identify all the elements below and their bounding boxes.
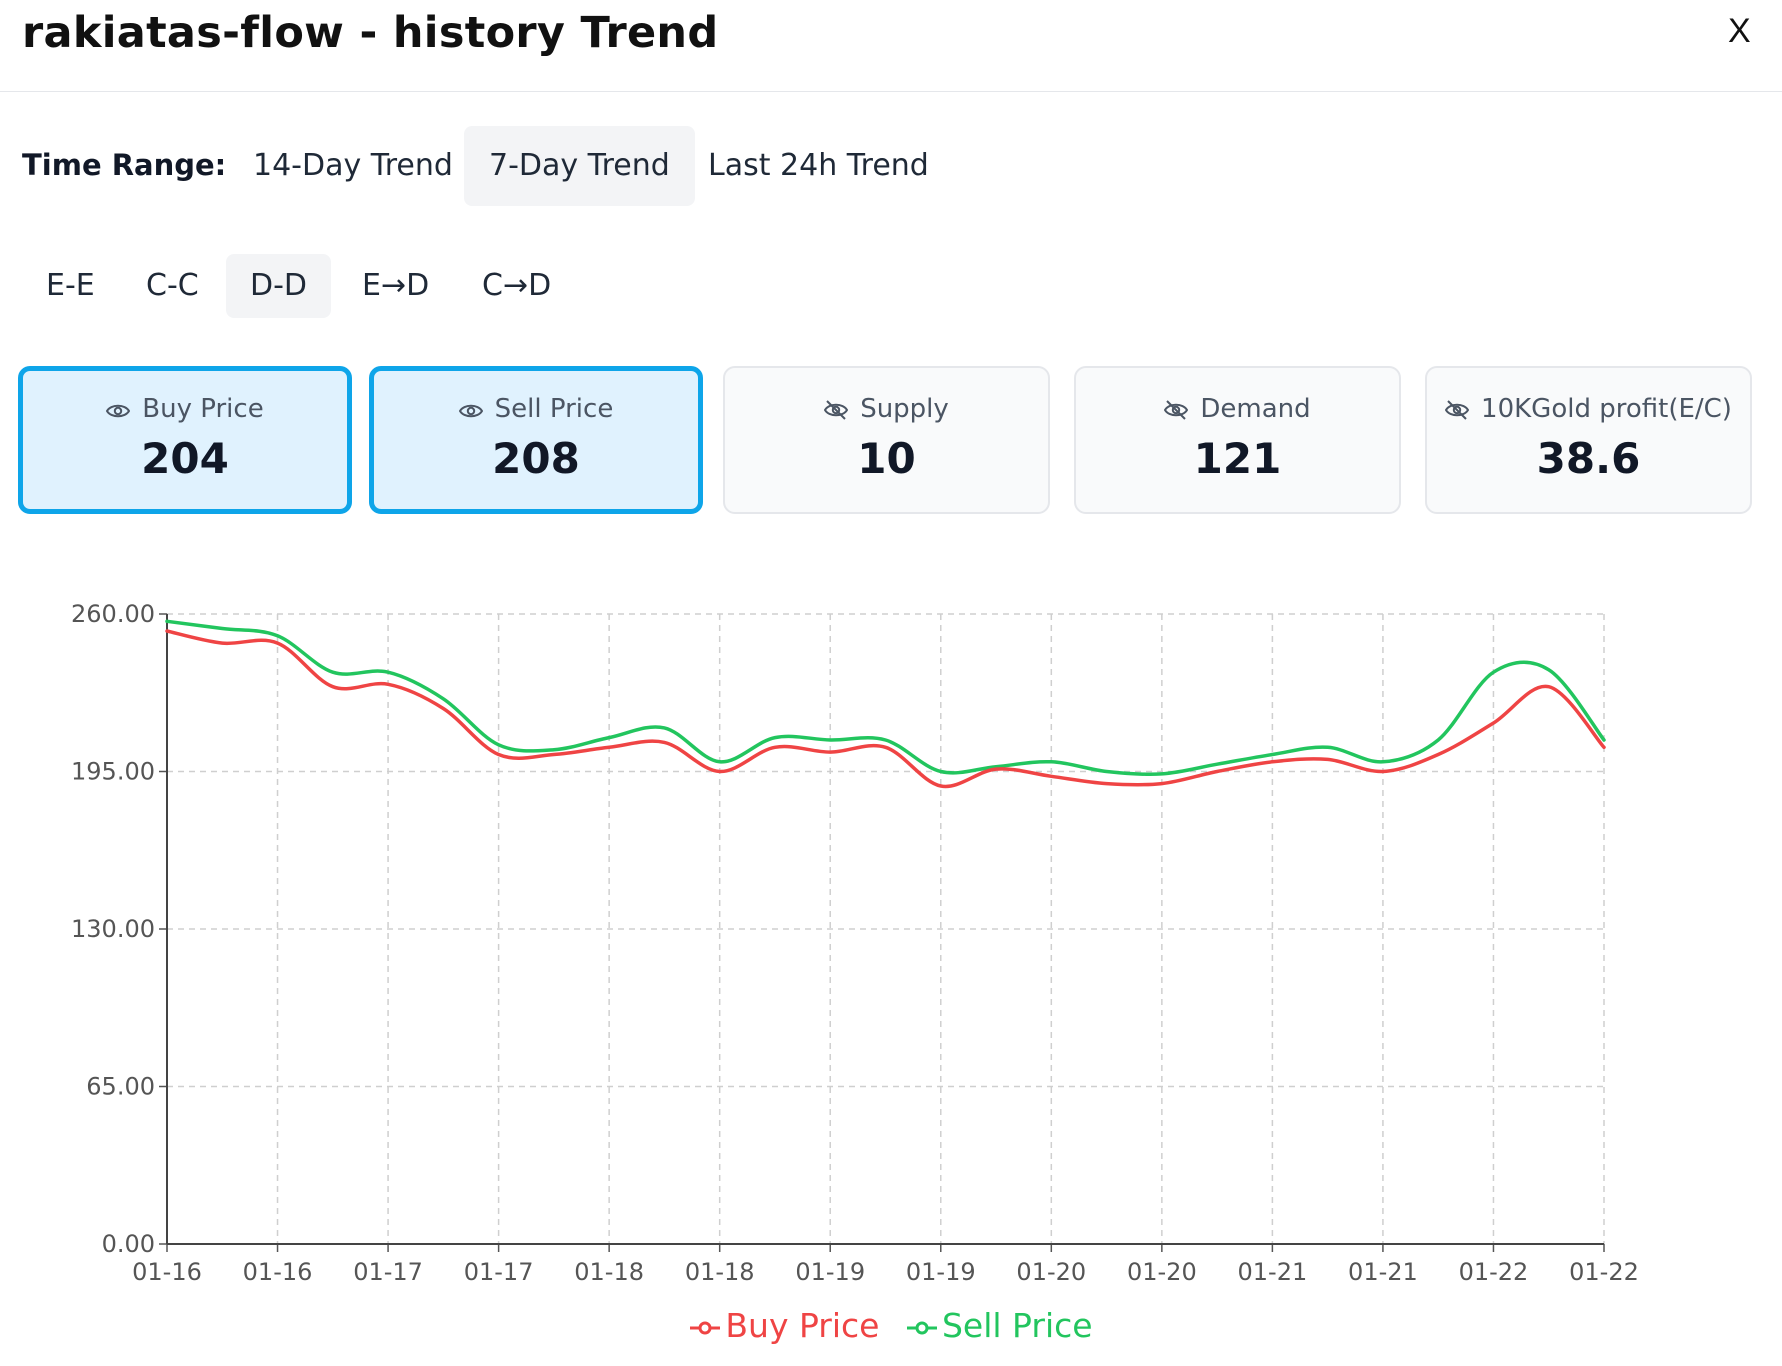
eye-off-icon xyxy=(824,400,849,420)
legend-item-buy-price[interactable]: Buy Price xyxy=(689,1306,879,1345)
metric-card-buy-price[interactable]: Buy Price 204 xyxy=(18,366,352,514)
x-tick-label: 01-19 xyxy=(906,1258,976,1286)
eye-icon xyxy=(458,404,483,418)
tab-7-day-trend[interactable]: 7-Day Trend xyxy=(464,126,695,206)
metric-value: 121 xyxy=(1193,434,1282,483)
metric-value: 10 xyxy=(857,434,916,483)
modal-header: rakiatas-flow - history Trend X xyxy=(0,0,1782,92)
x-tick-label: 01-18 xyxy=(574,1258,644,1286)
x-tick-label: 01-17 xyxy=(353,1258,423,1286)
legend-label-sell: Sell Price xyxy=(941,1306,1093,1345)
x-tick-label: 01-21 xyxy=(1348,1258,1418,1286)
mode-d-d[interactable]: D-D xyxy=(226,254,332,318)
metric-card-demand[interactable]: Demand 121 xyxy=(1074,366,1401,514)
y-tick-label: 0.00 xyxy=(102,1230,155,1258)
x-tick-label: 01-20 xyxy=(1016,1258,1086,1286)
legend-item-sell-price[interactable]: Sell Price xyxy=(906,1306,1093,1345)
metric-label: Supply xyxy=(860,394,949,424)
x-tick-label: 01-18 xyxy=(685,1258,755,1286)
x-tick-label: 01-16 xyxy=(132,1258,202,1286)
chart-series xyxy=(165,619,1606,789)
chart-legend: Buy Price Sell Price xyxy=(0,1306,1782,1345)
metric-card-sell-price[interactable]: Sell Price 208 xyxy=(369,366,703,514)
x-tick-label: 01-21 xyxy=(1238,1258,1308,1286)
chart-axes xyxy=(159,613,1605,1252)
y-tick-label: 65.00 xyxy=(86,1073,155,1101)
close-button[interactable]: X xyxy=(1728,12,1751,50)
metric-label: Buy Price xyxy=(142,394,264,424)
page-title: rakiatas-flow - history Trend xyxy=(22,8,719,58)
metric-label: Sell Price xyxy=(494,394,614,424)
chart-grid xyxy=(167,613,1605,1244)
eye-off-icon xyxy=(1444,400,1470,420)
x-tick-label: 01-16 xyxy=(243,1258,313,1286)
x-tick-label: 01-22 xyxy=(1569,1258,1639,1286)
mode-c-c[interactable]: C-C xyxy=(146,268,199,303)
eye-icon xyxy=(106,404,131,418)
tab-last-24h-trend[interactable]: Last 24h Trend xyxy=(708,148,929,183)
metric-card-gold-profit[interactable]: 10KGold profit(E/C) 38.6 xyxy=(1425,366,1752,514)
mode-c-to-d[interactable]: C→D xyxy=(482,268,552,303)
eye-off-icon xyxy=(1164,400,1189,420)
price-trend-chart: 0.00 65.00 130.00 195.00 260.00 01-16 01-16 01-… xyxy=(71,600,1639,1286)
series-line-buy-price xyxy=(165,629,1606,789)
chart-ticks: 0.00 65.00 130.00 195.00 260.00 01-16 01-16 01-… xyxy=(71,600,1639,1286)
legend-label-buy: Buy Price xyxy=(725,1306,880,1345)
time-range-label: Time Range: xyxy=(22,148,227,182)
metric-value: 208 xyxy=(492,434,580,483)
metric-card-supply[interactable]: Supply 10 xyxy=(723,366,1050,514)
y-tick-label: 130.00 xyxy=(71,915,155,943)
mode-e-e[interactable]: E-E xyxy=(46,268,95,303)
legend-buy-marker-icon xyxy=(690,1321,721,1334)
legend-sell-marker-icon xyxy=(906,1321,937,1334)
x-tick-label: 01-22 xyxy=(1459,1258,1529,1286)
mode-e-to-d[interactable]: E→D xyxy=(362,268,430,303)
metric-value: 38.6 xyxy=(1536,434,1641,483)
y-tick-label: 195.00 xyxy=(71,758,155,786)
series-line-sell-price xyxy=(165,619,1606,777)
metric-label: 10KGold profit(E/C) xyxy=(1481,394,1732,424)
tab-14-day-trend[interactable]: 14-Day Trend xyxy=(253,148,453,183)
x-tick-label: 01-20 xyxy=(1127,1258,1197,1286)
x-tick-label: 01-17 xyxy=(464,1258,534,1286)
metric-label: Demand xyxy=(1200,394,1311,424)
metric-value: 204 xyxy=(141,434,229,483)
y-tick-label: 260.00 xyxy=(71,600,155,628)
x-tick-label: 01-19 xyxy=(795,1258,865,1286)
